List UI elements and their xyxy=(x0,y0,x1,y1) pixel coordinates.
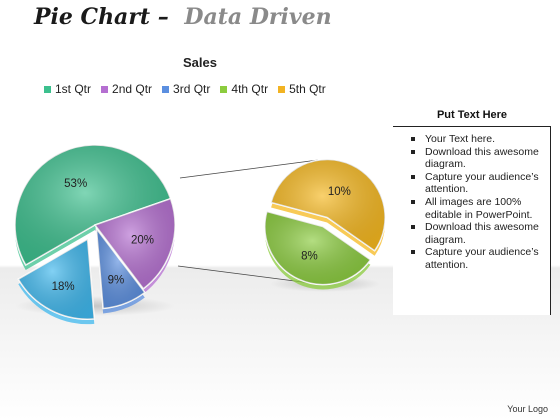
pie-slice-highlight-1 xyxy=(15,145,171,265)
panel-box: Your Text here. Download this awesome di… xyxy=(393,126,551,315)
panel-bullet-4: All images are 100% editable in PowerPoi… xyxy=(411,196,546,221)
chart-legend: 1st Qtr 2nd Qtr 3rd Qtr 4th Qtr 5th Qtr xyxy=(44,82,326,96)
panel-bullet-5: Download this awesome diagram. xyxy=(411,221,546,246)
panel-title: Put Text Here xyxy=(436,109,508,121)
legend-swatch-3 xyxy=(162,85,170,93)
legend-item-4: 4th Qtr xyxy=(220,82,268,96)
legend-swatch-5 xyxy=(278,85,286,93)
title-main: Pie Chart xyxy=(34,4,151,30)
pie-slice-highlight-2 xyxy=(95,198,175,289)
legend-item-1: 1st Qtr xyxy=(44,82,91,96)
pie-label-2: 20% xyxy=(131,234,154,246)
legend-swatch-2 xyxy=(101,85,109,93)
legend-label-3: 3rd Qtr xyxy=(173,82,211,96)
panel-bullet-2: Download this awesome diagram. xyxy=(411,146,546,171)
pie-label-3: 9% xyxy=(108,275,125,287)
connector-top xyxy=(179,159,319,179)
pie-slice-highlight-3 xyxy=(96,228,145,309)
detail-pie-slice-highlight-2 xyxy=(264,211,371,285)
legend-item-3: 3rd Qtr xyxy=(162,82,210,96)
legend-label-1: 1st Qtr xyxy=(55,82,92,96)
panel-bullet-6: Capture your audience’s attention. xyxy=(411,246,546,271)
panel-bullets: Your Text here. Download this awesome di… xyxy=(393,127,550,272)
page-title: Pie Chart – Data Driven xyxy=(34,4,332,30)
title-subtitle: Data Driven xyxy=(184,4,332,30)
legend-label-2: 2nd Qtr xyxy=(112,82,153,96)
panel-bullet-1: Your Text here. xyxy=(411,133,546,146)
legend-swatch-4 xyxy=(220,85,228,93)
detail-pie-slice-highlight-1 xyxy=(271,159,386,251)
panel-bullet-3: Capture your audience’s attention. xyxy=(411,171,546,196)
logo-text: Your Logo xyxy=(507,404,548,414)
detail-pie-label-2: 8% xyxy=(301,250,318,262)
text-panel: Put Text Here Your Text here. Download t… xyxy=(393,104,551,316)
legend-label-5: 5th Qtr xyxy=(289,82,326,96)
legend-item-5: 5th Qtr xyxy=(278,82,326,96)
title-dash: – xyxy=(157,4,169,30)
legend-label-4: 4th Qtr xyxy=(231,82,269,96)
pie-label-1: 53% xyxy=(64,178,87,190)
legend-item-2: 2nd Qtr xyxy=(101,82,152,96)
pie-slice-highlight-4 xyxy=(18,239,95,320)
detail-pie-label-1: 10% xyxy=(328,186,351,198)
legend-swatch-1 xyxy=(44,85,51,93)
pie-label-4: 18% xyxy=(52,281,75,293)
chart-title: Sales xyxy=(183,55,217,70)
